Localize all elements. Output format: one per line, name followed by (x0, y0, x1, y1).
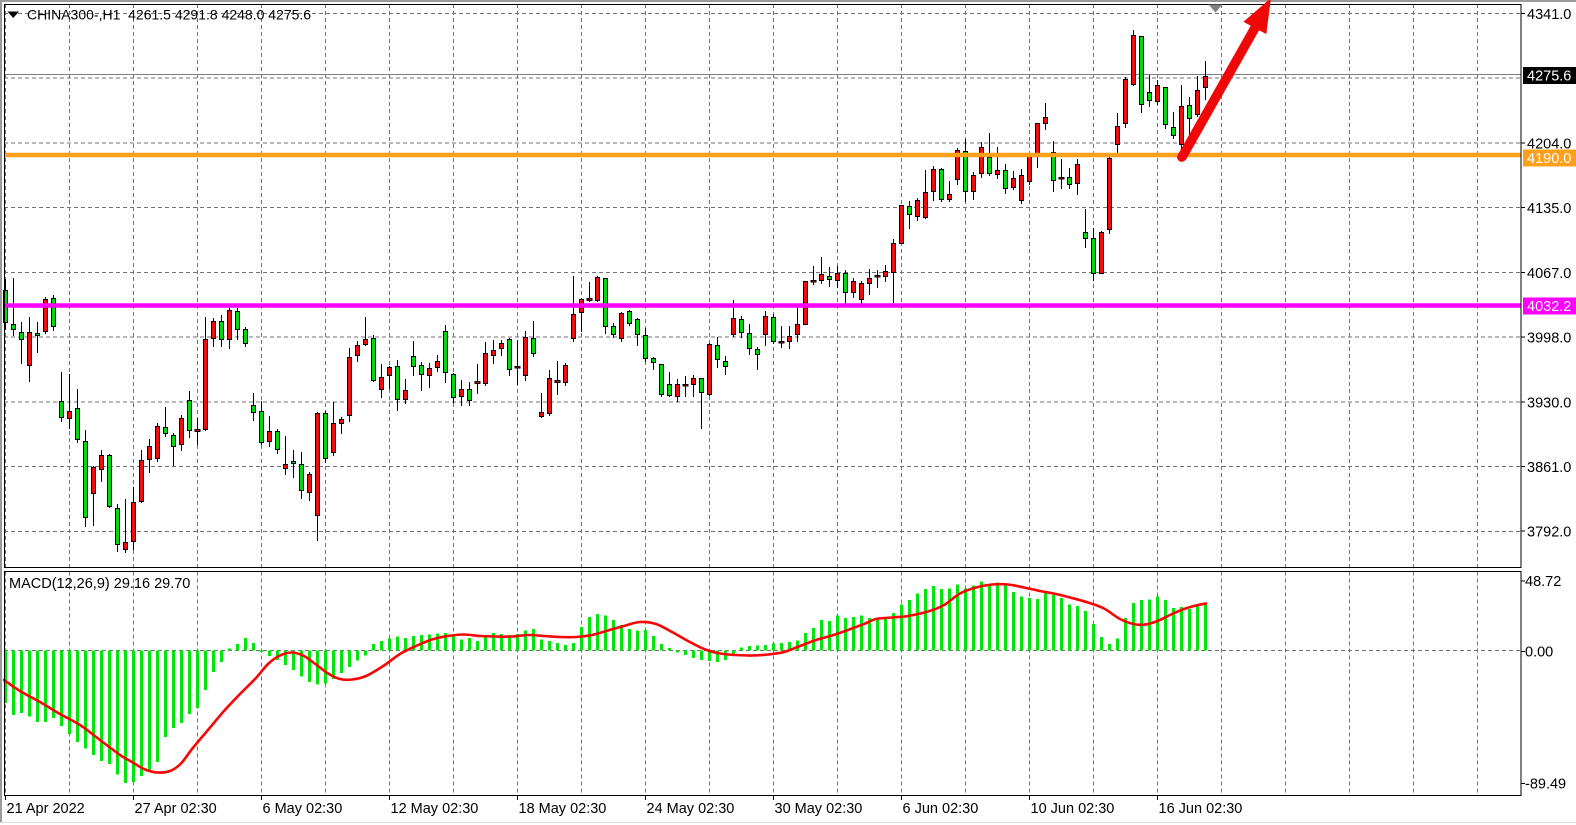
svg-text:4275.6: 4275.6 (1527, 69, 1571, 85)
svg-text:3861.0: 3861.0 (1527, 460, 1571, 476)
svg-text:21 Apr 2022: 21 Apr 2022 (7, 801, 85, 817)
svg-text:4204.0: 4204.0 (1527, 137, 1571, 153)
svg-text:30 May 02:30: 30 May 02:30 (775, 801, 863, 817)
svg-text:27 Apr 02:30: 27 Apr 02:30 (135, 801, 217, 817)
svg-text:12 May 02:30: 12 May 02:30 (391, 801, 479, 817)
svg-text:CHINA300-,H1 4261.5 4291.8 42: CHINA300-,H1 4261.5 4291.8 4248.0 4275.6 (27, 7, 311, 23)
svg-text:4032.2: 4032.2 (1527, 299, 1571, 315)
svg-text:MACD(12,26,9) 29.16 29.70: MACD(12,26,9) 29.16 29.70 (9, 576, 190, 592)
svg-text:4190.0: 4190.0 (1527, 151, 1571, 167)
svg-text:4135.0: 4135.0 (1527, 201, 1571, 217)
svg-text:0.00: 0.00 (1525, 645, 1553, 661)
svg-text:18 May 02:30: 18 May 02:30 (519, 801, 607, 817)
svg-text:48.72: 48.72 (1525, 574, 1561, 590)
svg-text:16 Jun 02:30: 16 Jun 02:30 (1159, 801, 1243, 817)
svg-text:4067.0: 4067.0 (1527, 266, 1571, 282)
svg-text:24 May 02:30: 24 May 02:30 (647, 801, 735, 817)
svg-text:3792.0: 3792.0 (1527, 525, 1571, 541)
svg-text:-89.49: -89.49 (1525, 777, 1566, 793)
svg-text:6 May 02:30: 6 May 02:30 (263, 801, 343, 817)
svg-text:3930.0: 3930.0 (1527, 395, 1571, 411)
svg-text:6 Jun 02:30: 6 Jun 02:30 (903, 801, 979, 817)
svg-text:4341.0: 4341.0 (1527, 7, 1571, 23)
svg-text:3998.0: 3998.0 (1527, 331, 1571, 347)
svg-text:10 Jun 02:30: 10 Jun 02:30 (1031, 801, 1115, 817)
